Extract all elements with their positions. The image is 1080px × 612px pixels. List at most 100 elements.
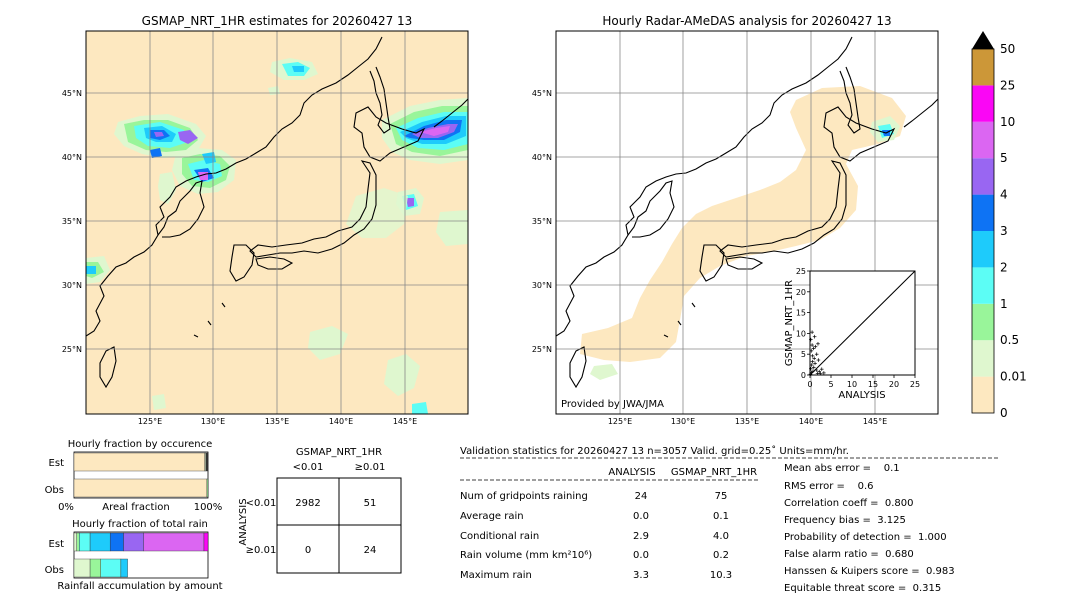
scatter-diagonal [809, 270, 916, 376]
lat-label: 35°N [62, 217, 82, 226]
total-rain-label-obs: Obs [45, 565, 64, 576]
score-line: Probability of detection = 1.000 [784, 532, 947, 543]
stats-row-analysis: 0.0 [633, 550, 649, 561]
stats-row-label: Rain volume (mm km²10⁶) [460, 550, 592, 561]
stats-row-gsmap: 75 [715, 491, 728, 502]
scatter-point [809, 337, 813, 342]
scatter-point [813, 361, 817, 366]
fraction-bar-segment [205, 452, 209, 472]
colorbar-segment [972, 49, 994, 86]
fraction-bar-segment [76, 532, 80, 552]
contingency-table: GSMAP_NRT_1HR <0.01 ≥0.01 ANALYSIS <0.01… [238, 447, 402, 574]
validation-statistics: Validation statistics for 20260427 13 n=… [460, 445, 998, 594]
scatter-point [810, 354, 815, 358]
scatter-point [814, 368, 819, 372]
scatter-ytick-label: 25 [796, 267, 806, 276]
lon-label: 130°E [201, 417, 225, 426]
score-line: Frequency bias = 3.125 [784, 515, 906, 526]
colorbar-label: 1 [1000, 297, 1008, 311]
fraction-bar-segment [206, 478, 209, 498]
scatter-point [816, 342, 820, 346]
scatter-ylabel: GSMAP_NRT_1HR [784, 280, 795, 366]
stats-row-analysis: 0.0 [633, 511, 649, 522]
fraction-bar-segment [120, 558, 128, 578]
lon-label: 140°E [329, 417, 353, 426]
colorbar-label: 2 [1000, 260, 1008, 274]
colorbar-label: 3 [1000, 224, 1008, 238]
lon-label: 125°E [138, 417, 162, 426]
colorbar-label: 50 [1000, 42, 1015, 56]
occurrence-label-est: Est [49, 458, 65, 469]
right-map-lon-labels: 125°E 130°E 135°E 140°E 145°E [608, 417, 887, 426]
scatter-xticks: 0 5 10 15 20 25 [807, 375, 920, 389]
scatter-point [809, 366, 813, 371]
contingency-row-label: ≥0.01 [246, 545, 277, 556]
scatter-point [819, 367, 824, 371]
scatter-ytick-label: 20 [796, 288, 806, 297]
colorbar-label: 10 [1000, 115, 1015, 129]
stats-row-analysis: 3.3 [633, 570, 649, 581]
left-map-lat-labels: 25°N 30°N 35°N 40°N 45°N [62, 89, 82, 354]
stats-row-label: Conditional rain [460, 531, 539, 542]
colorbar-label: 25 [1000, 78, 1015, 92]
scatter-point [812, 334, 817, 339]
colorbar-segment [972, 303, 994, 341]
stats-col-gsmap: GSMAP_NRT_1HR [671, 467, 757, 478]
total-rain-title: Hourly fraction of total rain [72, 519, 208, 530]
fraction-bar-segment [73, 452, 205, 472]
scatter-point [818, 371, 823, 376]
scatter-point [817, 369, 822, 374]
colorbar-label: 4 [1000, 188, 1008, 202]
occurrence-fraction-chart: Hourly fraction by occurence Est Obs 0% … [45, 439, 223, 513]
scatter-point [814, 352, 819, 356]
scatter-ytick-label: 15 [796, 309, 806, 318]
lat-label: 25°N [532, 345, 552, 354]
contingency-title: GSMAP_NRT_1HR [296, 447, 382, 458]
scatter-inset: 0 5 10 15 20 25 0 5 10 15 20 25 ANALYSIS GSMAP_NRT… [784, 267, 920, 401]
score-line: Mean abs error = 0.1 [784, 463, 900, 474]
colorbar-segment [972, 121, 994, 159]
total-rain-xlabel: Rainfall accumulation by amount [57, 581, 222, 592]
occurrence-bars [73, 452, 209, 498]
score-line: Equitable threat score = 0.315 [784, 583, 941, 594]
fraction-bar-segment [79, 532, 91, 552]
fraction-bar-segment [89, 558, 102, 578]
colorbar-label: 0.01 [1000, 370, 1027, 384]
contingency-row-axis: ANALYSIS [238, 498, 249, 545]
scatter-xtick-label: 0 [807, 380, 812, 389]
score-line: False alarm ratio = 0.680 [784, 549, 914, 560]
fraction-bar-segment [73, 558, 91, 578]
scatter-point [810, 330, 814, 334]
lat-label: 30°N [532, 281, 552, 290]
colorbar-segment [972, 267, 994, 304]
colorbar-labels: 0 0.01 0.5 1 2 3 4 5 10 25 50 [1000, 42, 1027, 420]
fraction-bar-segment [203, 532, 209, 552]
total-rain-label-est: Est [49, 539, 65, 550]
stats-row-analysis: 24 [635, 491, 648, 502]
fraction-bar-segment [73, 532, 77, 552]
lon-label: 145°E [863, 417, 887, 426]
colorbar-segment [972, 376, 994, 413]
lon-label: 135°E [265, 417, 289, 426]
stats-row-label: Average rain [460, 511, 524, 522]
occurrence-xlabel: Areal fraction [102, 502, 169, 513]
contingency-row-label: <0.01 [246, 498, 277, 509]
occurrence-label-obs: Obs [45, 485, 64, 496]
colorbar-segment [972, 231, 994, 268]
scatter-ytick-label: 10 [796, 329, 806, 338]
scatter-point [810, 359, 815, 364]
right-map-frame [555, 30, 939, 415]
score-line: Hanssen & Kuipers score = 0.983 [784, 566, 955, 577]
colorbar-label: 5 [1000, 151, 1008, 165]
contingency-cell: 0 [305, 545, 311, 556]
fraction-bar-segment [143, 532, 205, 552]
left-map-rain-areas [86, 58, 468, 414]
scatter-xtick-label: 20 [889, 380, 899, 389]
contingency-cell: 24 [364, 545, 377, 556]
left-map-title: GSMAP_NRT_1HR estimates for 20260427 13 [142, 14, 413, 28]
scatter-yticks: 0 5 10 15 20 25 [796, 267, 810, 380]
left-map-lon-labels: 125°E 130°E 135°E 140°E 145°E [138, 417, 417, 426]
right-map-panel: Hourly Radar-AMeDAS analysis for 2026042… [532, 14, 939, 426]
lon-label: 145°E [393, 417, 417, 426]
stats-row-gsmap: 0.2 [713, 550, 729, 561]
